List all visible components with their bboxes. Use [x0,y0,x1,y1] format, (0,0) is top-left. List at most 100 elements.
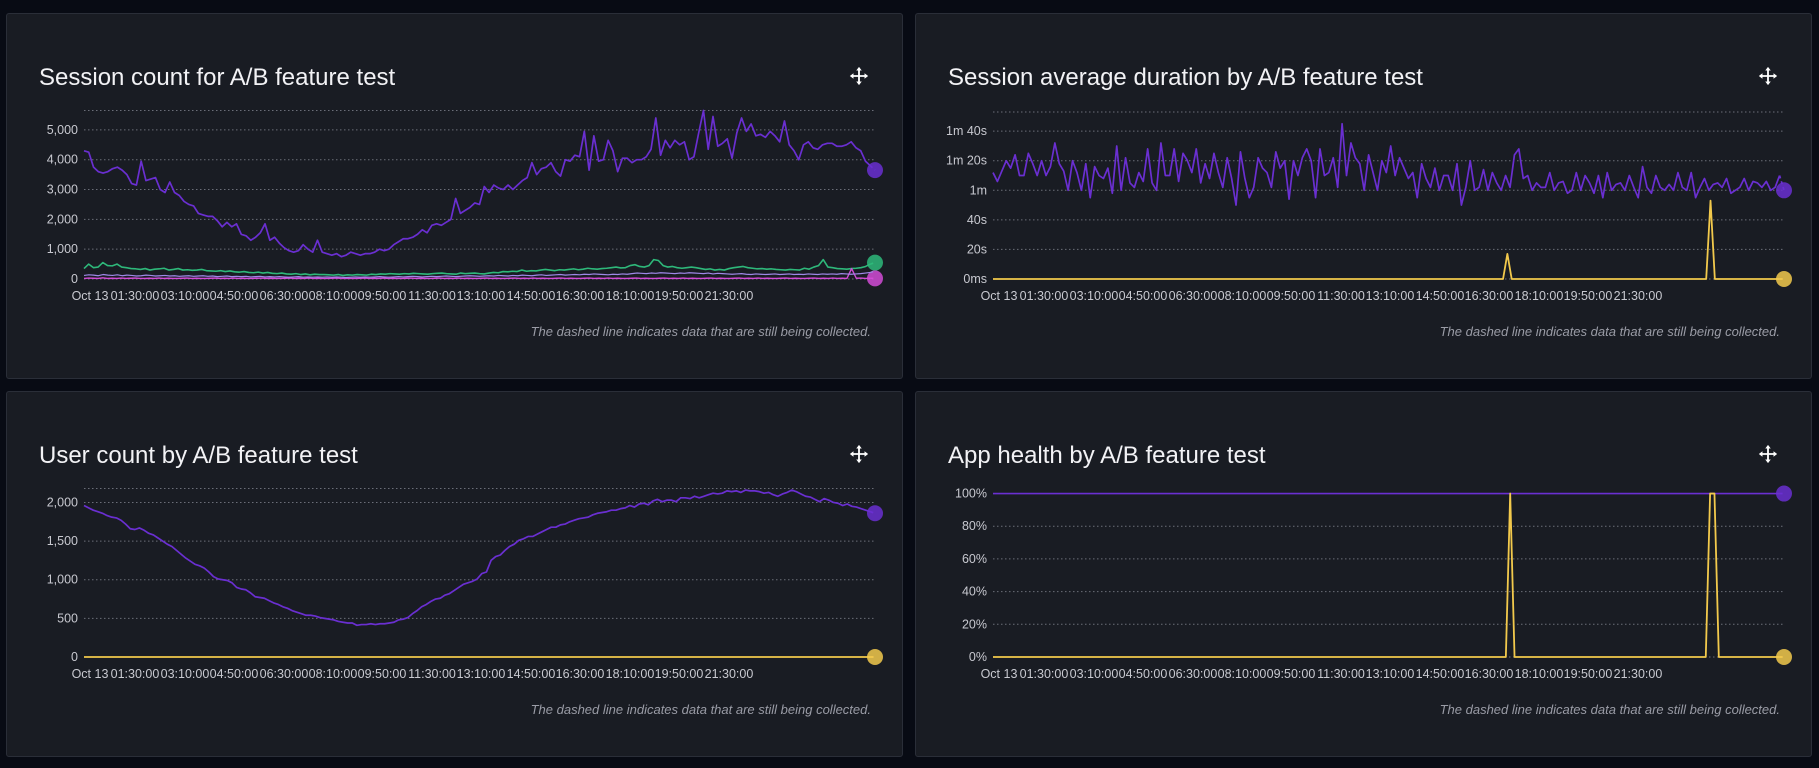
y-tick-label: 60% [962,552,987,566]
y-tick-label: 100% [955,487,987,501]
series-end-marker-yellow[interactable] [867,649,883,665]
x-tick-label: 11:30:00 [1317,289,1365,303]
series-end-marker-green[interactable] [867,254,883,271]
x-tick-label: 19:50:00 [1564,289,1613,303]
x-tick-label: 18:10:00 [1515,667,1564,681]
x-tick-label: 03:10:00 [1070,667,1119,681]
y-tick-label: 5,000 [47,123,78,137]
series-line-yellow[interactable] [993,199,1780,280]
x-tick-label: 04:50:00 [210,289,259,303]
y-tick-label: 1m 20s [946,154,987,168]
y-tick-label: 80% [962,519,987,533]
series-end-marker-purple[interactable] [867,505,883,522]
x-tick-label: 08:10:00 [1218,289,1267,303]
x-tick-label: 13:10:00 [1366,667,1415,681]
x-tick-label: 21:30:00 [1614,289,1663,303]
chart-session-duration[interactable]: 0ms 20s 40s 1m 1m 20s 1m 40s Oct 13 01:30:00 03:… [916,14,1813,314]
x-tick-label: 18:10:00 [606,667,655,681]
series-line-lavender[interactable] [83,271,871,279]
y-tick-label: 2,000 [47,495,78,509]
y-tick-label: 20s [967,242,987,256]
x-tick-label: 14:50:00 [1416,667,1465,681]
y-tick-label: 500 [57,611,78,625]
series-line-yellow[interactable] [993,492,1780,658]
footnote: The dashed line indicates data that are … [530,702,871,717]
chart-session-count[interactable]: 0 1,000 2,000 3,000 4,000 5,000 Oct 13 01:30:00… [7,14,904,314]
x-tick-label: 18:10:00 [1515,289,1564,303]
y-tick-label: 1m [970,183,987,197]
x-tick-label: 14:50:00 [507,667,556,681]
y-tick-label: 1,000 [47,573,78,587]
move-icon[interactable] [848,65,870,87]
x-tick-label: 19:50:00 [655,667,704,681]
x-tick-label: 09:50:00 [1267,667,1316,681]
footnote: The dashed line indicates data that are … [1439,702,1780,717]
x-tick-label: 06:30:00 [1169,289,1218,303]
x-tick-label: 13:10:00 [1366,289,1415,303]
y-tick-label: 3,000 [47,183,78,197]
x-tick-label: 19:50:00 [1564,667,1613,681]
y-tick-label: 1,000 [47,242,78,256]
x-tick-label: 11:30:00 [1317,667,1365,681]
panel-title: Session average duration by A/B feature … [948,64,1423,91]
y-tick-label: 0ms [963,272,987,286]
x-tick-label: 13:10:00 [457,667,506,681]
x-tick-label: 16:30:00 [556,667,605,681]
series-line-pending-lavender [870,270,876,274]
x-tick-label: 09:50:00 [358,667,407,681]
chart-user-count[interactable]: 0 500 1,000 1,500 2,000 Oct 13 01:30:00 03:10:0… [7,392,904,692]
panel-session-duration: Session average duration by A/B feature … [915,13,1812,379]
x-tick-label: 19:50:00 [655,289,704,303]
x-tick-label: 14:50:00 [1416,289,1465,303]
x-tick-label: 01:30:00 [111,667,160,681]
x-tick-label: 06:30:00 [260,667,309,681]
x-tick-label: 03:10:00 [161,289,210,303]
x-tick-label: 08:10:00 [309,667,358,681]
series-end-marker-yellow[interactable] [1776,649,1792,665]
x-tick-label: 21:30:00 [1614,667,1663,681]
x-tick-label: 03:10:00 [1070,289,1119,303]
x-tick-label: 08:10:00 [309,289,358,303]
x-tick-label: 04:50:00 [1119,289,1168,303]
series-end-marker-pink[interactable] [867,270,883,287]
panel-user-count: User count by A/B feature test 0 500 1,000… [6,391,903,757]
x-tick-label: Oct 13 [981,289,1018,303]
footnote: The dashed line indicates data that are … [1439,324,1780,339]
x-tick-label: 09:50:00 [1267,289,1316,303]
x-tick-label: Oct 13 [72,667,109,681]
y-tick-label: 40s [967,213,987,227]
y-tick-label: 0 [71,650,78,664]
x-tick-label: 18:10:00 [606,289,655,303]
y-tick-label: 20% [962,617,987,631]
x-tick-label: 11:30:00 [408,667,456,681]
series-line-purple[interactable] [83,109,871,258]
x-tick-label: 01:30:00 [1020,289,1069,303]
series-line-purple[interactable] [83,489,871,627]
series-end-marker-purple[interactable] [867,162,883,179]
series-line-pink[interactable] [83,267,871,280]
x-tick-label: 16:30:00 [1465,667,1514,681]
y-tick-label: 0% [969,650,987,664]
series-end-marker-purple[interactable] [1776,485,1792,502]
x-tick-label: Oct 13 [981,667,1018,681]
x-tick-label: 16:30:00 [556,289,605,303]
x-tick-label: 03:10:00 [161,667,210,681]
x-tick-label: 21:30:00 [705,667,754,681]
panel-title: Session count for A/B feature test [39,64,396,91]
chart-app-health[interactable]: 0% 20% 40% 60% 80% 100% Oct 13 01:30:00 03:10:00… [916,392,1813,692]
x-tick-label: 16:30:00 [1465,289,1514,303]
panel-title: App health by A/B feature test [948,442,1266,469]
move-icon[interactable] [848,443,870,465]
y-tick-label: 40% [962,585,987,599]
series-line-purple[interactable] [992,122,1781,206]
panel-session-count: Session count for A/B feature test 0 1,00… [6,13,903,379]
move-icon[interactable] [1757,443,1779,465]
move-icon[interactable] [1757,65,1779,87]
x-tick-label: 01:30:00 [111,289,160,303]
series-end-marker-purple[interactable] [1776,182,1792,199]
x-tick-label: 04:50:00 [1119,667,1168,681]
series-end-marker-yellow[interactable] [1776,271,1792,287]
series-line-green[interactable] [83,258,871,277]
x-tick-label: 06:30:00 [260,289,309,303]
panel-app-health: App health by A/B feature test 0% 20% 40% 6… [915,391,1812,757]
